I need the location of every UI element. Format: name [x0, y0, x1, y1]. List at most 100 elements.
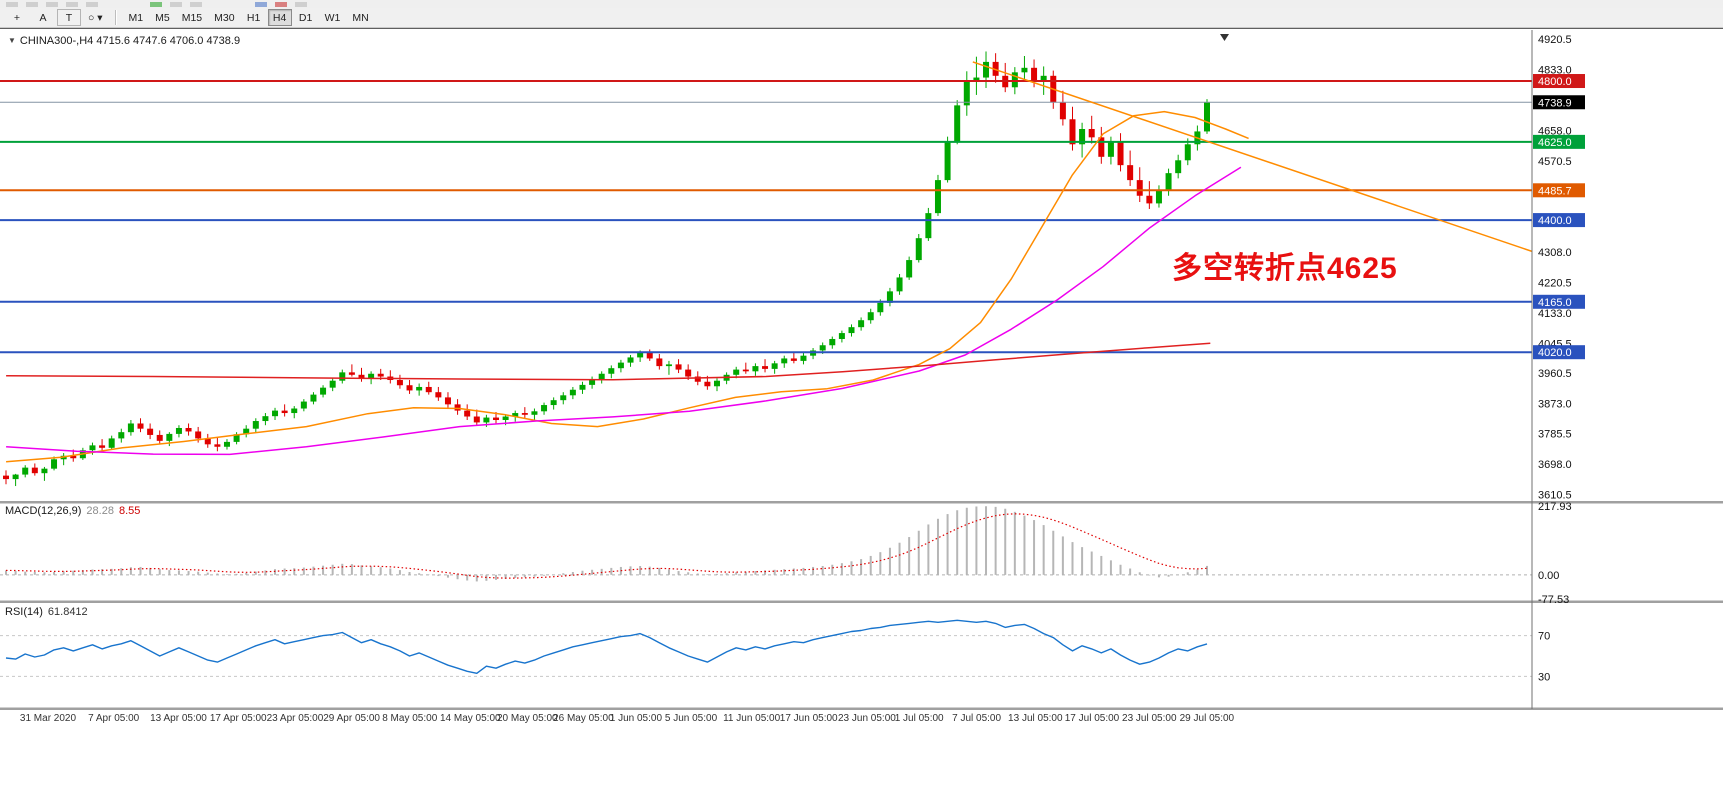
toolbar-separator — [114, 10, 117, 25]
macd-signal-line — [5, 513, 1208, 579]
svg-text:13 Apr 05:00: 13 Apr 05:00 — [150, 713, 207, 724]
svg-text:4220.5: 4220.5 — [1538, 277, 1572, 289]
rsi-label-text: RSI(14) — [5, 606, 43, 618]
svg-text:3610.5: 3610.5 — [1538, 490, 1572, 502]
rsi-indicator-label: RSI(14) 61.8412 — [5, 606, 93, 618]
price-badge-4800-0: 4800.0 — [1533, 74, 1585, 89]
chart-annotation-text: 多空转折点4625 — [1171, 252, 1398, 286]
timeframe-button-m5[interactable]: M5 — [150, 9, 175, 26]
clipped-icon-fragment — [6, 2, 18, 7]
timeframe-button-mn[interactable]: MN — [347, 9, 373, 26]
svg-text:4133.0: 4133.0 — [1538, 308, 1572, 320]
clipped-icon-fragment — [150, 2, 162, 7]
time-axis[interactable] — [0, 710, 1723, 801]
timeframe-button-h1[interactable]: H1 — [242, 9, 266, 26]
clipped-icon-fragment — [46, 2, 58, 7]
rsi-axis-labels: 70 30 — [1538, 631, 1550, 684]
macd-label-text: MACD(12,26,9) — [5, 505, 82, 517]
timeframe-button-m30[interactable]: M30 — [209, 9, 239, 26]
svg-text:3960.5: 3960.5 — [1538, 368, 1572, 380]
svg-text:4920.5: 4920.5 — [1538, 34, 1572, 46]
svg-text:1 Jul 05:00: 1 Jul 05:00 — [895, 713, 944, 724]
macd-main-value: 28.28 — [86, 505, 114, 517]
chart-canvas[interactable]: 217.93 0.00 -77.53 70 30 4920.5 4833.0 4658.0 45… — [0, 30, 1723, 801]
macd-histogram — [5, 506, 1208, 582]
ma-mid-line — [6, 166, 1242, 456]
text-label-tool-button[interactable]: T — [57, 9, 81, 26]
svg-text:13 Jul 05:00: 13 Jul 05:00 — [1008, 713, 1063, 724]
timeframe-button-h4[interactable]: H4 — [267, 9, 292, 26]
svg-text:4308.0: 4308.0 — [1538, 247, 1572, 259]
panel-divider-1 — [0, 501, 1723, 504]
svg-text:217.93: 217.93 — [1538, 501, 1572, 513]
price-badge-4020-0: 4020.0 — [1533, 345, 1585, 360]
descending-trendline — [972, 61, 1533, 253]
macd-signal-value: 8.55 — [118, 505, 141, 517]
svg-text:8 May 05:00: 8 May 05:00 — [382, 713, 437, 724]
clipped-icon-fragment — [170, 2, 182, 7]
timeframe-button-m15[interactable]: M15 — [177, 9, 207, 26]
svg-text:7 Jul 05:00: 7 Jul 05:00 — [952, 713, 1001, 724]
svg-text:0.00: 0.00 — [1538, 570, 1559, 582]
svg-text:23 Apr 05:00: 23 Apr 05:00 — [267, 713, 324, 724]
svg-text:4570.5: 4570.5 — [1538, 156, 1572, 168]
clipped-icon-fragment — [26, 2, 38, 7]
ma-slow-line — [6, 342, 1211, 381]
price-badge-4485-7: 4485.7 — [1533, 183, 1585, 198]
crosshair-tool-button[interactable]: + — [5, 9, 29, 26]
svg-text:20 May 05:00: 20 May 05:00 — [497, 713, 558, 724]
svg-text:4625.0: 4625.0 — [1538, 137, 1572, 149]
price-badge-4738-9: 4738.9 — [1533, 95, 1585, 110]
rsi-line — [5, 619, 1208, 674]
svg-text:17 Apr 05:00: 17 Apr 05:00 — [210, 713, 267, 724]
svg-text:3785.5: 3785.5 — [1538, 429, 1572, 441]
svg-text:11 Jun 05:00: 11 Jun 05:00 — [723, 713, 781, 724]
svg-text:7 Apr 05:00: 7 Apr 05:00 — [88, 713, 140, 724]
macd-indicator-label: MACD(12,26,9) 28.28 8.55 — [5, 505, 145, 517]
svg-text:30: 30 — [1538, 671, 1550, 683]
chart-title-text: CHINA300-,H4 4715.6 4747.6 4706.0 4738.9 — [19, 35, 241, 47]
chart-title: ▼ CHINA300-,H4 4715.6 4747.6 4706.0 4738.… — [8, 35, 240, 47]
timeframe-button-w1[interactable]: W1 — [320, 9, 346, 26]
svg-text:17 Jun 05:00: 17 Jun 05:00 — [780, 713, 838, 724]
svg-text:14 May 05:00: 14 May 05:00 — [440, 713, 501, 724]
price-axis-tick-labels: 4920.5 4833.0 4658.0 4570.5 4308.0 4220.5 4133… — [1538, 34, 1572, 501]
svg-text:4800.0: 4800.0 — [1538, 76, 1572, 88]
svg-text:-77.53: -77.53 — [1538, 594, 1569, 606]
svg-text:4400.0: 4400.0 — [1538, 215, 1572, 227]
svg-text:23 Jul 05:00: 23 Jul 05:00 — [1122, 713, 1177, 724]
macd-axis-labels: 217.93 0.00 -77.53 — [1538, 501, 1572, 606]
svg-text:26 May 05:00: 26 May 05:00 — [553, 713, 614, 724]
svg-text:4485.7: 4485.7 — [1538, 185, 1572, 197]
text-tool-button[interactable]: A — [31, 9, 55, 26]
svg-text:70: 70 — [1538, 631, 1550, 643]
clipped-icon-fragment — [255, 2, 267, 7]
svg-text:3698.0: 3698.0 — [1538, 459, 1572, 471]
svg-text:31 Mar 2020: 31 Mar 2020 — [20, 713, 77, 724]
timeframe-group: M1 M5 M15 M30 H1 H4 D1 W1 MN — [123, 9, 375, 26]
shapes-tool-button[interactable]: ○ ▾ — [83, 9, 108, 26]
svg-text:3873.0: 3873.0 — [1538, 398, 1572, 410]
svg-text:4658.0: 4658.0 — [1538, 125, 1572, 137]
clipped-icon-fragment — [190, 2, 202, 7]
timeframe-button-d1[interactable]: D1 — [294, 9, 318, 26]
price-badge-4165-0: 4165.0 — [1533, 294, 1585, 309]
ma-fast-line — [6, 110, 1249, 463]
rsi-value: 61.8412 — [47, 606, 88, 618]
chart-context-arrow-icon: ▼ — [8, 36, 16, 45]
svg-text:1 Jun 05:00: 1 Jun 05:00 — [610, 713, 663, 724]
clipped-icon-fragment — [275, 2, 287, 7]
panel-divider-3 — [0, 707, 1723, 710]
svg-text:5 Jun 05:00: 5 Jun 05:00 — [665, 713, 718, 724]
svg-text:4833.0: 4833.0 — [1538, 65, 1572, 77]
toolbar-clipped-row — [0, 0, 1723, 8]
price-badge-4625-0: 4625.0 — [1533, 134, 1585, 149]
clipped-icon-fragment — [295, 2, 307, 7]
svg-text:4020.0: 4020.0 — [1538, 347, 1572, 359]
panel-divider-2 — [0, 600, 1723, 603]
price-badge-4400-0: 4400.0 — [1533, 213, 1585, 228]
svg-text:23 Jun 05:00: 23 Jun 05:00 — [838, 713, 896, 724]
timeframe-button-m1[interactable]: M1 — [124, 9, 149, 26]
drawing-tools-group: + A T ○ ▾ — [4, 9, 109, 26]
